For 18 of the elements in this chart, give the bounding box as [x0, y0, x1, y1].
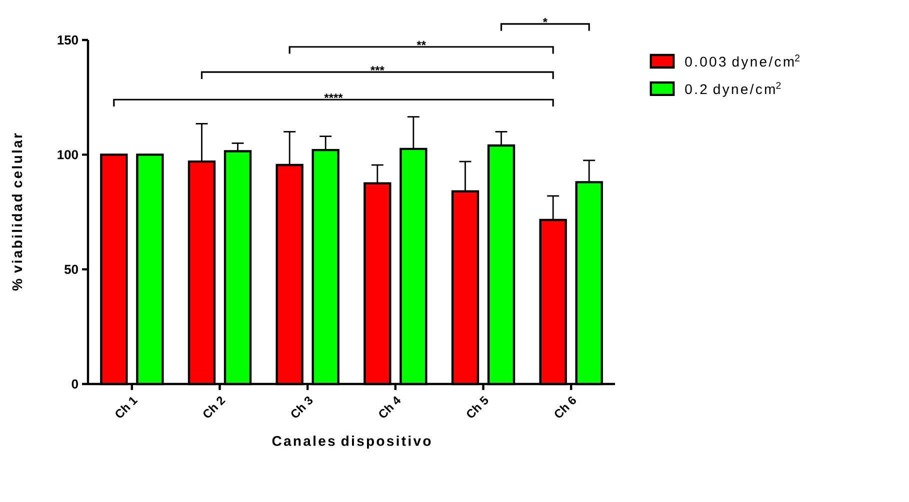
legend-label: 0.003 dyne/cm$^{2}$ [685, 54, 800, 70]
y-axis-title: % viabilidad celular [12, 133, 22, 291]
text: * [542, 18, 548, 22]
y-tick-label: 50 [64, 264, 78, 274]
y-tick-label: 100 [58, 150, 78, 160]
annotation: *** [370, 66, 384, 71]
x-tick-label: Ch 6 [554, 396, 576, 418]
x-tick-label: Ch 4 [379, 396, 401, 418]
x-tick-label: Ch 2 [204, 396, 226, 418]
y-tick-label: 150 [58, 35, 78, 45]
x-tick-label: Ch 3 [291, 396, 313, 418]
x-axis-title: Canales dispositivo [272, 436, 431, 449]
annotation: ** [416, 40, 426, 46]
y-tick-label: 0 [72, 379, 78, 389]
x-tick-label: Ch 5 [467, 396, 488, 418]
legend-label: 0.2 dyne/cm$^{2}$ [685, 82, 781, 97]
x-tick-label: Ch 1 [116, 396, 138, 418]
annotation: **** [324, 94, 343, 98]
